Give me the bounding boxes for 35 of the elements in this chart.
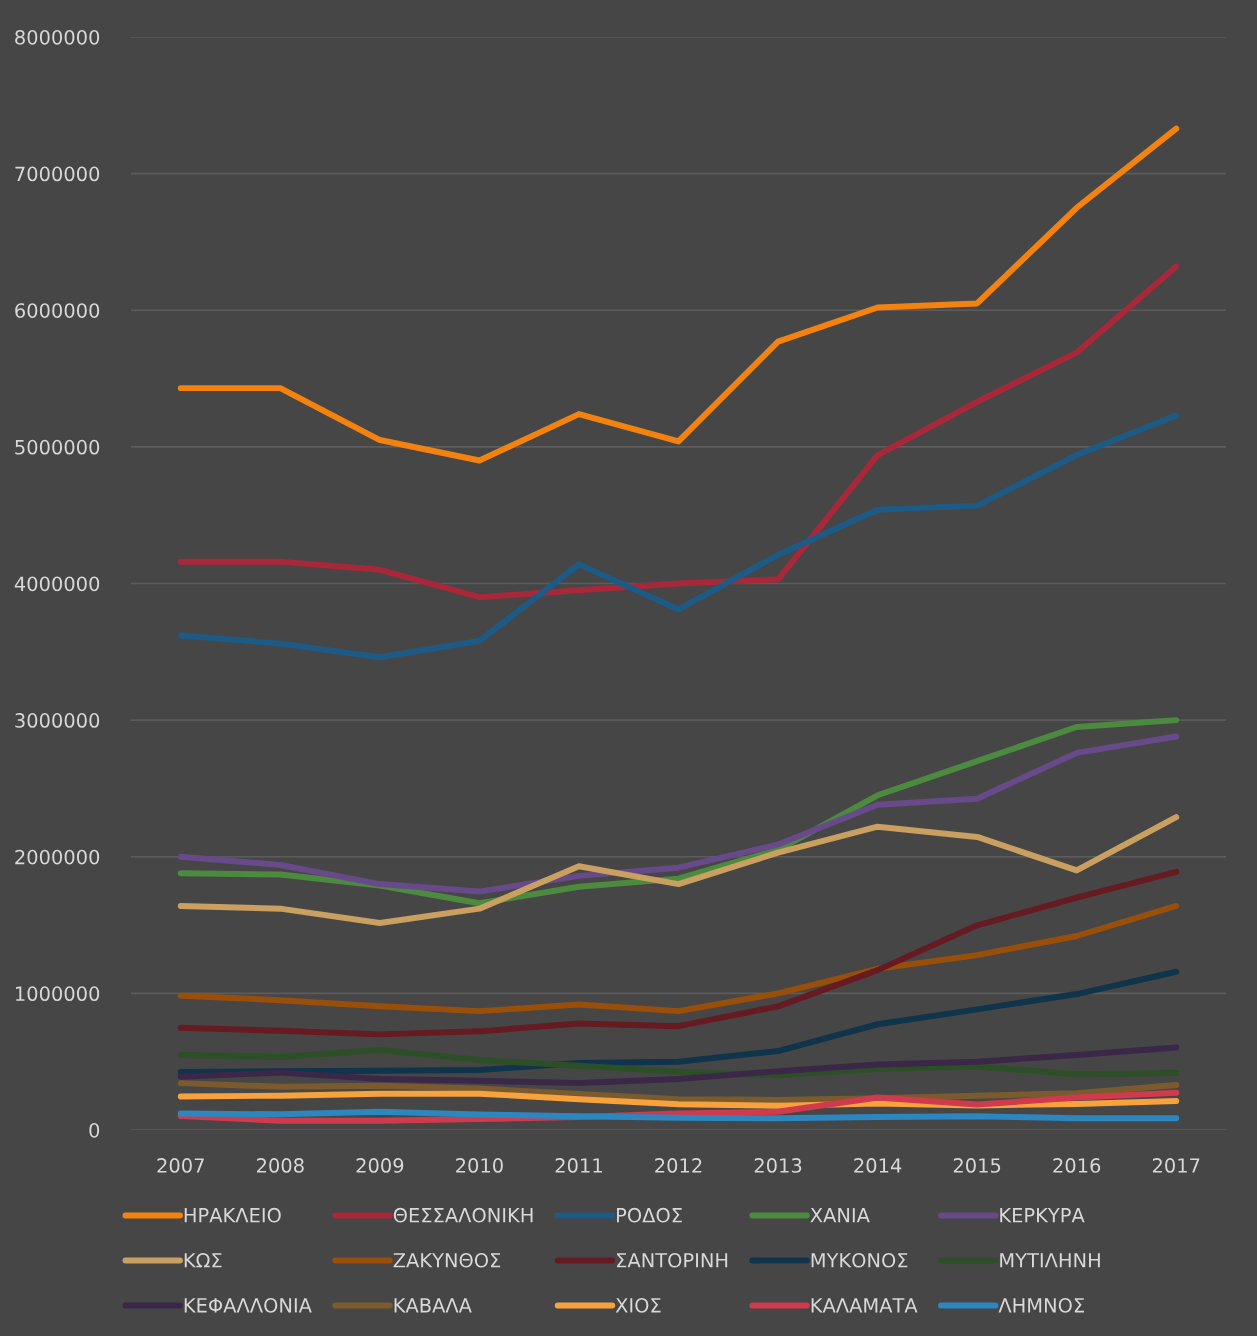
legend-label: ΛΗΜΝΟΣ bbox=[998, 1297, 1084, 1313]
y-tick-label: 2000000 bbox=[15, 849, 100, 865]
legend-label: ΧΑΝΙΑ bbox=[810, 1208, 870, 1223]
x-tick-label: 2009 bbox=[356, 1158, 404, 1173]
y-tick-label: 7000000 bbox=[15, 166, 100, 182]
x-tick-label: 2013 bbox=[754, 1158, 802, 1173]
legend-label: ΡΟΔΟΣ bbox=[617, 1207, 682, 1223]
legend-label: ΣΑΝΤΟΡΙΝΗ bbox=[617, 1252, 728, 1268]
legend-label: ΚΑΒΑΛΑ bbox=[394, 1298, 472, 1313]
y-tick-label: 3000000 bbox=[15, 713, 100, 728]
x-tick-label: 2016 bbox=[1053, 1158, 1101, 1173]
y-tick-label: 6000000 bbox=[15, 303, 100, 318]
legend-label: ΗΡΑΚΛΕΙΟ bbox=[184, 1207, 281, 1223]
y-tick-label: 5000000 bbox=[15, 439, 100, 455]
legend-label: ΘΕΣΣΑΛΟΝΙΚΗ bbox=[393, 1207, 533, 1223]
x-tick-label: 2015 bbox=[953, 1158, 1001, 1173]
x-tick-label: 2011 bbox=[555, 1158, 602, 1173]
legend-label: ΚΕΡΚΥΡΑ bbox=[1000, 1208, 1085, 1223]
legend-label: ΧΙΟΣ bbox=[615, 1297, 661, 1313]
x-tick-label: 2007 bbox=[157, 1158, 204, 1173]
legend-label: ΜΥΚΟΝΟΣ bbox=[811, 1252, 908, 1268]
y-tick-label: 8000000 bbox=[15, 29, 100, 45]
x-tick-label: 2017 bbox=[1152, 1158, 1200, 1173]
x-tick-label: 2012 bbox=[655, 1158, 702, 1173]
legend-label: ΚΕΦΑΛΛΟΝΙΑ bbox=[184, 1297, 312, 1313]
x-tick-label: 2008 bbox=[257, 1158, 304, 1173]
legend-label: ΚΩΣ bbox=[184, 1253, 222, 1268]
y-tick-label: 4000000 bbox=[14, 576, 100, 592]
x-tick-label: 2010 bbox=[456, 1158, 503, 1173]
x-tick-label: 2014 bbox=[854, 1158, 902, 1173]
y-tick-label: 0 bbox=[89, 1122, 100, 1138]
legend-label: ΖΑΚΥΝΘΟΣ bbox=[393, 1252, 501, 1268]
legend-label: ΜΥΤΙΛΗΝΗ bbox=[1000, 1253, 1100, 1268]
y-tick-label: 1000000 bbox=[15, 986, 100, 1002]
legend-label: ΚΑΛΑΜΑΤΑ bbox=[811, 1298, 918, 1313]
